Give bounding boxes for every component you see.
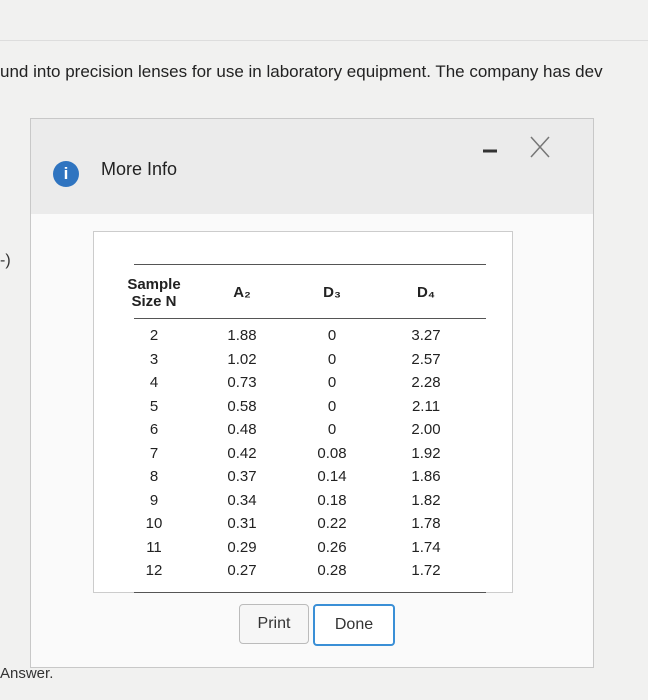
table-cell: 2.11 [411,397,441,415]
table-cell: 0.34 [227,491,257,509]
table-cell: 0.18 [317,491,347,509]
table-cell: 0.73 [227,374,257,391]
table-cell: 0.42 [227,444,257,462]
rule [134,264,486,265]
dialog-title: More Info [101,159,178,179]
table-cell: 0.31 [227,515,257,532]
table-cell: 0.29 [227,538,257,556]
close[interactable] [530,136,550,158]
table-cell: 0 [327,421,337,438]
column-header: Sample Size N [127,276,181,310]
table-cell: 12 [145,562,163,579]
table-cell: 0.37 [227,468,257,485]
window-controls[interactable] [479,131,559,161]
table-cell: 11 [146,538,162,556]
table-cell: 0 [327,350,337,368]
column-header: D₄ [417,284,435,301]
table-cell: 7 [149,444,159,462]
button[interactable]: Done [313,604,395,646]
table-cell: 3.27 [411,327,441,344]
table-cell: 0.28 [317,562,347,579]
table-cell: 2.00 [411,421,441,438]
table-cell: 1.82 [411,491,441,509]
table-cell: 8 [149,468,159,485]
table-box: Sample Size N A₂ D₃ D₄ 2 1.88 0 3.27 3 1.02 0 2.57 4… [93,231,513,593]
table-cell: 0 [327,397,337,415]
table-cell: 0.14 [317,468,347,485]
background-text: und into precision lenses for use in lab… [0,62,603,81]
table-cell: 0.27 [227,562,257,579]
table-cell: 6 [149,421,159,438]
table-cell: 0 [327,327,337,344]
table-cell: 5 [149,397,159,415]
answer-label: Answer. [0,665,54,682]
table-cell: 1.72 [411,562,441,579]
dialog: i More Info Sample Size N A₂ D₃ D₄ 2 1.88 0 3.2… [30,118,594,668]
table-cell: 0.48 [227,421,257,438]
rule [134,591,486,593]
dialog-header [31,119,593,214]
table-cell: 1.86 [411,468,441,485]
table-cell: 10 [145,515,163,532]
table-cell: 0.08 [317,444,347,462]
table-cell: 3 [149,350,159,368]
table-cell: 2.57 [411,350,441,368]
table-cell: 1.78 [411,515,441,532]
table-cell: 9 [149,491,159,509]
table-cell: 0.22 [317,515,347,532]
divider [0,40,648,41]
column-header: D₃ [323,284,341,301]
rule [134,318,486,319]
column-header: A₂ [233,284,251,301]
table-cell: 0.58 [227,397,257,415]
table-cell: 1.74 [411,538,441,556]
table-cell: 0.26 [317,538,347,556]
table-cell: 1.92 [411,444,441,462]
info-icon: i [53,161,79,187]
table-cell: 4 [149,374,159,391]
side-text: -) [0,252,11,269]
table-cell: 0 [327,374,337,391]
table-cell: 1.02 [227,350,257,368]
table-cell: 1.88 [227,327,257,344]
table-cell: 2 [149,327,159,344]
table-cell: 2.28 [411,374,441,391]
button[interactable]: Print [239,604,309,644]
